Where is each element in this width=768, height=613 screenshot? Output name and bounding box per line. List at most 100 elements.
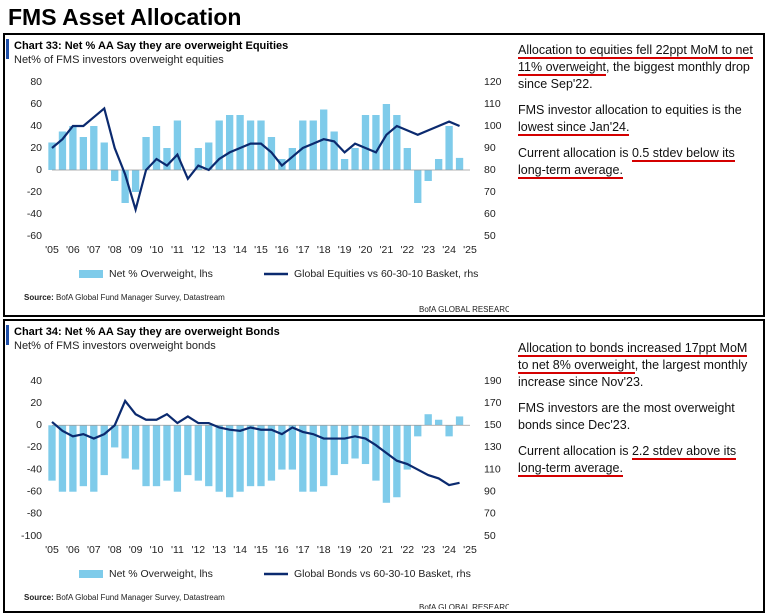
y2-tick-label: 150 — [484, 419, 502, 431]
x-tick-label: '22 — [400, 544, 414, 556]
y2-tick-label: 90 — [484, 142, 496, 154]
y-tick-label: -40 — [27, 208, 42, 220]
x-tick-label: '05 — [45, 544, 59, 556]
chart: Chart 33: Net % AA Say they are overweig… — [6, 39, 509, 314]
x-tick-label: '09 — [129, 544, 143, 556]
note: Allocation to bonds increased 17ppt MoM … — [518, 340, 758, 391]
bar — [351, 148, 359, 170]
note: FMS investor allocation to equities is t… — [518, 102, 758, 136]
x-tick-label: '23 — [421, 544, 435, 556]
x-tick-label: '19 — [338, 544, 352, 556]
note-text: Allocation to equities fell 22ppt MoM to… — [518, 43, 753, 76]
x-tick-label: '20 — [359, 544, 373, 556]
x-tick-label: '11 — [171, 544, 184, 556]
bar — [225, 115, 234, 170]
notes: Allocation to bonds increased 17ppt MoM … — [518, 340, 758, 486]
note-text: Allocation to bonds increased 17ppt MoM … — [518, 341, 748, 374]
x-tick-label: '10 — [150, 244, 164, 256]
y-tick-label: 20 — [30, 397, 42, 409]
bar — [361, 115, 370, 170]
bar — [236, 115, 244, 170]
bar — [90, 425, 98, 492]
bar — [194, 148, 202, 170]
bar — [194, 425, 202, 481]
bar — [111, 425, 119, 448]
x-tick-label: '06 — [66, 244, 80, 256]
x-tick-label: '09 — [129, 244, 143, 256]
legend-label: Net % Overweight, lhs — [109, 568, 213, 580]
y-tick-label: -60 — [27, 485, 42, 497]
x-tick-label: '15 — [254, 244, 268, 256]
title-marker — [6, 325, 9, 345]
line — [51, 398, 460, 487]
bar — [131, 425, 140, 470]
note-text: 2.2 stdev above its long-term average. — [518, 444, 737, 477]
bar — [163, 148, 171, 170]
source-label: Source: — [24, 593, 54, 602]
title-marker — [6, 39, 9, 59]
bar — [142, 137, 150, 170]
source-label: Source: — [24, 293, 54, 302]
bar — [111, 170, 119, 181]
credit: BofA GLOBAL RESEARCH — [419, 305, 509, 314]
x-tick-label: '12 — [191, 544, 205, 556]
bar — [215, 425, 223, 492]
bar — [351, 425, 359, 459]
y2-tick-label: 190 — [484, 375, 502, 387]
bar — [309, 120, 317, 170]
note: Current allocation is 0.5 stdev below it… — [518, 145, 758, 179]
bar — [246, 120, 255, 170]
bar — [69, 126, 77, 170]
y2-tick-label: 110 — [484, 463, 501, 475]
bar — [257, 120, 265, 170]
bar — [424, 170, 432, 181]
panel — [3, 33, 765, 317]
bar — [288, 425, 297, 470]
y2-tick-label: 110 — [484, 98, 501, 110]
note-text: Current allocation is — [518, 146, 632, 160]
x-tick-label: '17 — [296, 544, 310, 556]
bar — [403, 148, 411, 170]
legend-label: Global Bonds vs 60-30-10 Basket, rhs — [294, 568, 471, 580]
x-tick-label: '15 — [254, 544, 268, 556]
x-tick-label: '18 — [317, 544, 331, 556]
legend-swatch — [79, 570, 103, 578]
x-tick-label: '16 — [275, 244, 289, 256]
y2-tick-label: 70 — [484, 508, 496, 520]
y2-tick-label: 50 — [484, 530, 496, 542]
y2-tick-label: 100 — [484, 120, 502, 132]
chart-subtitle: Net% of FMS investors overweight equitie… — [14, 54, 224, 66]
note-text: FMS investors are the most overweight bo… — [518, 401, 735, 432]
y-tick-label: -80 — [27, 508, 42, 520]
bar — [131, 170, 140, 192]
line — [51, 106, 460, 214]
y2-tick-label: 60 — [484, 208, 496, 220]
x-tick-label: '13 — [212, 544, 226, 556]
credit: BofA GLOBAL RESEARCH — [419, 603, 509, 609]
note-text: 0.5 stdev below its long-term average. — [518, 146, 735, 179]
x-tick-label: '25 — [463, 544, 477, 556]
bar — [278, 425, 286, 470]
y2-tick-label: 130 — [484, 441, 502, 453]
bar — [455, 416, 464, 426]
bar — [299, 120, 307, 170]
bar — [403, 425, 411, 470]
bar — [414, 425, 422, 437]
note-text: lowest since Jan'24. — [518, 120, 630, 136]
source: BofA Global Fund Manager Survey, Datastr… — [56, 293, 225, 302]
y-tick-label: -60 — [27, 230, 42, 242]
bar — [215, 120, 223, 170]
note: Allocation to equities fell 22ppt MoM to… — [518, 42, 758, 93]
bar — [434, 159, 443, 170]
x-tick-label: '21 — [380, 544, 394, 556]
legend-label: Global Equities vs 60-30-10 Basket, rhs — [294, 268, 478, 280]
x-tick-label: '13 — [212, 244, 226, 256]
y-tick-label: 20 — [30, 142, 42, 154]
bar — [257, 425, 265, 487]
legend-label: Net % Overweight, lhs — [109, 268, 213, 280]
y-tick-label: 40 — [30, 120, 42, 132]
x-tick-label: '23 — [421, 244, 435, 256]
note-text: , the biggest monthly drop since Sep'22. — [518, 60, 750, 91]
bar — [340, 425, 349, 465]
